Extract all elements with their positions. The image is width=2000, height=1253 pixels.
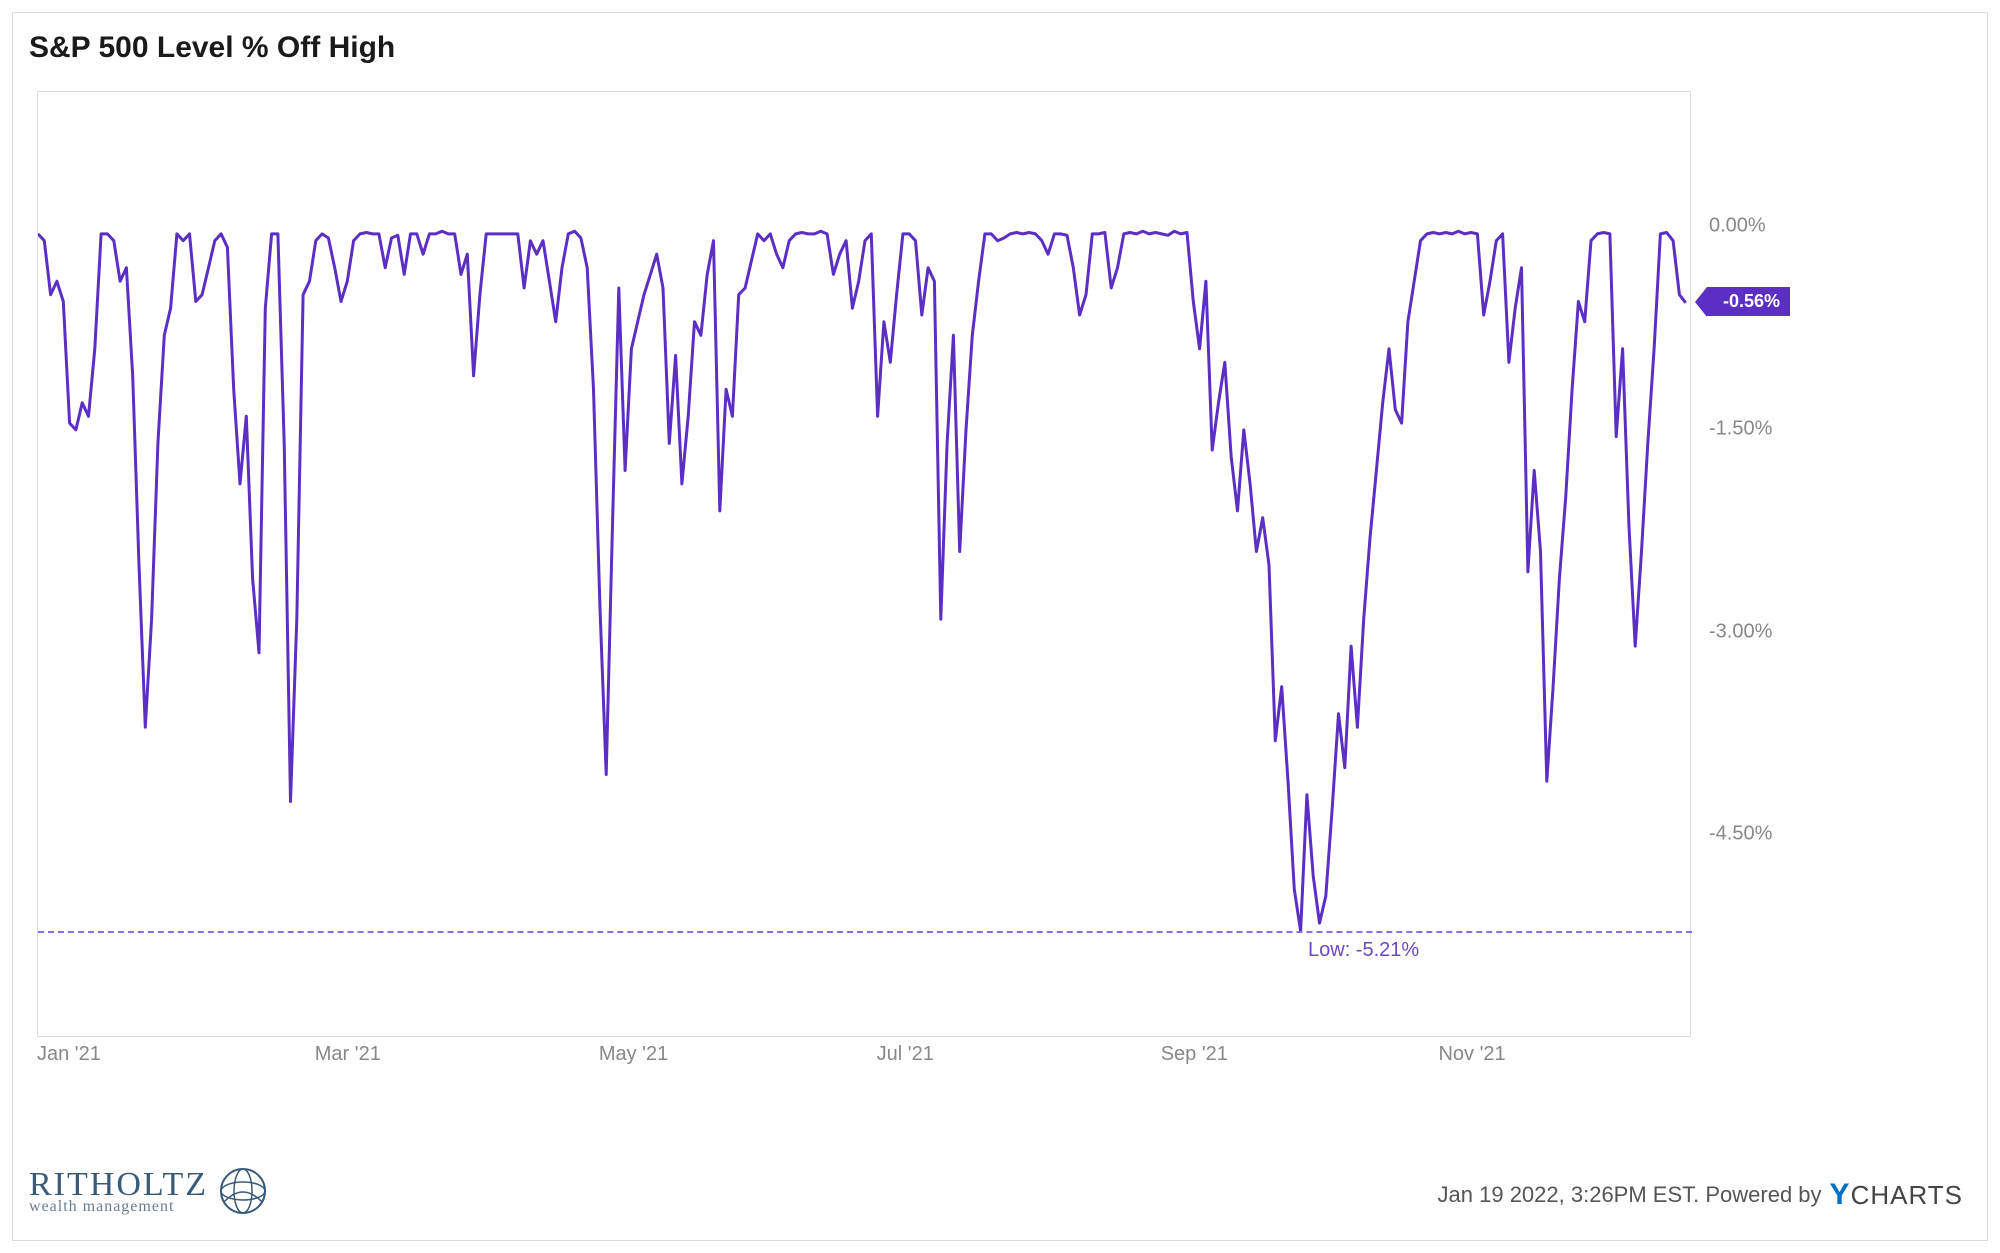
x-tick-label: Mar '21 bbox=[315, 1043, 381, 1066]
low-line bbox=[38, 931, 1692, 933]
ritholtz-globe-icon bbox=[214, 1162, 272, 1220]
x-tick-label: Nov '21 bbox=[1438, 1043, 1505, 1066]
plot-area: Low: -5.21% bbox=[37, 91, 1691, 1037]
x-tick-label: Jul '21 bbox=[877, 1043, 934, 1066]
x-tick-label: May '21 bbox=[599, 1043, 668, 1066]
x-tick-label: Sep '21 bbox=[1161, 1043, 1228, 1066]
series-line bbox=[38, 231, 1686, 931]
last-value-flag: -0.56% bbox=[1707, 287, 1790, 316]
footer-left-logo: RITHOLTZ wealth management bbox=[29, 1162, 272, 1220]
chart-svg bbox=[38, 92, 1692, 1038]
y-tick-label: -1.50% bbox=[1709, 417, 1772, 440]
chart-title: S&P 500 Level % Off High bbox=[29, 31, 395, 65]
y-tick-label: 0.00% bbox=[1709, 215, 1766, 238]
y-tick-label: -4.50% bbox=[1709, 823, 1772, 846]
last-value-text: -0.56% bbox=[1723, 291, 1780, 311]
ycharts-text: CHARTS bbox=[1851, 1180, 1963, 1210]
ycharts-logo: YCHARTS bbox=[1830, 1178, 1963, 1212]
ritholtz-logo: RITHOLTZ wealth management bbox=[29, 1166, 208, 1216]
y-tick-label: -3.00% bbox=[1709, 620, 1772, 643]
x-tick-label: Jan '21 bbox=[37, 1043, 101, 1066]
footer-timestamp: Jan 19 2022, 3:26PM EST. Powered by bbox=[1438, 1182, 1822, 1208]
ycharts-y: Y bbox=[1830, 1178, 1851, 1211]
chart-frame: S&P 500 Level % Off High Low: -5.21% 0.0… bbox=[12, 12, 1988, 1241]
low-label: Low: -5.21% bbox=[1308, 939, 1419, 962]
footer-right: Jan 19 2022, 3:26PM EST. Powered by YCHA… bbox=[1438, 1178, 1963, 1212]
